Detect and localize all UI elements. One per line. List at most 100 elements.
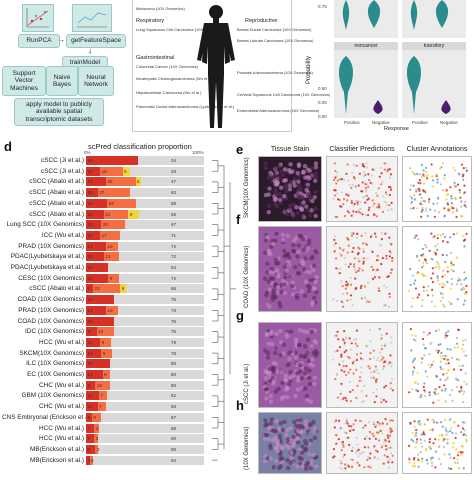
tissue-spot <box>379 244 382 247</box>
violin-panel: Probability 0.75 0.50 0.25 0.00 noncance… <box>300 0 474 136</box>
tissue-spot <box>418 259 421 262</box>
tissue-spot <box>282 167 288 172</box>
tissue-spot <box>284 268 289 274</box>
tissue-spot <box>362 400 365 403</box>
bar-row-label: cSCC (Abalo et al.) <box>29 285 84 293</box>
tissue-spot <box>361 257 364 260</box>
tissue-spot <box>450 205 453 208</box>
tissue-spot <box>347 194 350 197</box>
tissue-spot <box>285 233 290 239</box>
bar-segment <box>86 305 107 315</box>
tissue-spot <box>341 305 345 308</box>
tissue-spot <box>442 240 445 243</box>
tissue-spot <box>277 433 283 438</box>
tissue-spot <box>436 181 439 184</box>
tissue-spot <box>422 273 425 276</box>
tissue-spot <box>380 183 383 186</box>
tissue-spot <box>312 435 318 440</box>
tissue-spot <box>368 357 372 361</box>
tissue-spot <box>268 276 274 281</box>
tissue-spot <box>441 253 444 256</box>
tissue-spot <box>413 198 416 201</box>
tissue-spot <box>422 385 425 389</box>
tissue-spot <box>385 257 388 260</box>
violin-cat-positive-1: Positive <box>344 120 360 125</box>
tissue-spot <box>273 350 278 356</box>
tissue-spot <box>340 254 343 257</box>
tissue-spot <box>465 291 468 294</box>
tissue-spot <box>343 256 346 260</box>
tissue-spots <box>408 162 468 219</box>
tissue-spot <box>372 391 375 394</box>
tissue-spot <box>422 432 425 436</box>
tissue-spot <box>453 421 456 424</box>
tissue-spot <box>455 197 458 200</box>
pca-plot-thumbnail <box>22 4 54 32</box>
tissue-spot <box>391 259 394 262</box>
tissue-spot <box>458 390 461 393</box>
arrow-icon: → <box>58 37 65 44</box>
bar-segment-remainder <box>129 188 204 198</box>
tissue-spot <box>279 340 284 345</box>
tissue-spot <box>342 197 346 201</box>
bar-row-label: HCC (Wu et al.) <box>39 424 84 432</box>
tissue-spot <box>416 382 420 385</box>
tissue-spot <box>463 238 467 241</box>
tissue-spot <box>370 376 373 379</box>
tissue-spot <box>309 329 314 334</box>
tissue-spot <box>266 210 271 215</box>
tissue-spot <box>463 271 466 274</box>
tissue-spot <box>338 246 341 250</box>
tissue-spot <box>275 369 280 374</box>
tissue-spot <box>273 257 279 262</box>
tissue-spot <box>347 436 350 439</box>
tissue-spot <box>292 183 297 188</box>
bar-segment <box>86 230 101 240</box>
tissue-spot <box>356 236 359 239</box>
tissue-spot <box>379 351 382 354</box>
tissue-spot <box>274 458 279 464</box>
bar-data-label: 20 <box>87 361 93 367</box>
tissue-spot <box>372 423 375 426</box>
tissue-spot <box>453 169 457 172</box>
tissue-spot <box>463 299 466 302</box>
tissue-spot <box>350 449 354 452</box>
tissue-spot <box>310 363 315 368</box>
tissue-spot <box>423 354 426 357</box>
tissue-spot <box>376 450 379 453</box>
bar-data-label: 82 <box>170 393 176 399</box>
model-nn-label: Neural Network <box>84 73 108 88</box>
repro-entry-3: Prostate Adenocarcinoma (10X Genomics) <box>237 70 313 75</box>
bar-segment <box>101 348 112 358</box>
violin-top-left-a <box>342 0 350 30</box>
tissue-spot <box>273 187 278 192</box>
tissue-spot <box>453 181 456 184</box>
tissue-spot <box>373 202 376 205</box>
tissue-spot <box>349 390 352 393</box>
tissue-spot <box>293 393 298 399</box>
tissue-spot <box>310 166 315 171</box>
tissue-spot <box>272 294 277 299</box>
bar-segment <box>106 177 136 187</box>
tissue-spot <box>425 289 428 292</box>
tissue-spot <box>410 305 413 308</box>
tissue-spot <box>360 297 363 300</box>
tissue-spot <box>366 198 369 201</box>
tissue-spot <box>436 275 439 278</box>
spatial-row-label: cSCC (Ji et al.) <box>244 363 250 404</box>
tissue-spot <box>438 445 441 449</box>
tissue-spot <box>449 348 452 351</box>
tissue-spot <box>386 170 389 173</box>
bar-segment <box>128 209 140 219</box>
tissue-spot <box>456 346 459 349</box>
tissue-spot <box>350 342 353 345</box>
tissue-spot <box>385 439 388 442</box>
tissue-spot <box>285 458 290 463</box>
tissue-spot <box>296 188 301 193</box>
tissue-spot <box>296 183 302 188</box>
tissue-spot <box>270 342 275 347</box>
tissue-spot <box>428 198 431 201</box>
tissue-spot <box>438 457 441 460</box>
tissue-spot <box>373 213 376 216</box>
tissue-spot <box>345 172 348 175</box>
